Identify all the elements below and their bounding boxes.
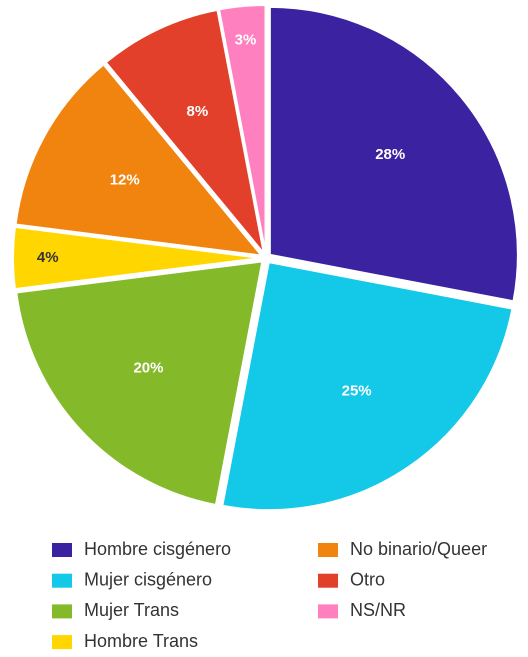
value-label: 20% — [133, 359, 163, 376]
pie-slice — [217, 4, 267, 254]
legend-label: Hombre cisgénero — [84, 539, 231, 559]
pie-slice — [14, 63, 264, 257]
legend-label: Mujer Trans — [84, 600, 179, 620]
legend-label: NS/NR — [350, 600, 406, 620]
pie-slice — [15, 260, 264, 507]
legend-swatch — [52, 573, 72, 588]
value-label: 25% — [342, 382, 372, 399]
legend-label: Mujer cisgénero — [84, 569, 212, 589]
value-label: 12% — [110, 171, 140, 188]
value-label: 8% — [187, 103, 209, 120]
legend-swatch — [318, 604, 338, 619]
legend-swatch — [318, 543, 338, 557]
legend-swatch — [318, 573, 338, 588]
value-label: 3% — [235, 32, 257, 49]
value-label: 4% — [37, 249, 59, 266]
pie-slice — [268, 5, 519, 303]
pie-slice — [104, 8, 265, 255]
pie-slice — [12, 225, 262, 291]
legend-label: Hombre Trans — [84, 631, 198, 651]
legend-label: Otro — [350, 569, 385, 589]
legend-swatch — [52, 543, 72, 557]
legend-label: No binario/Queer — [350, 539, 487, 559]
pie-slice — [221, 260, 514, 512]
value-label: 28% — [375, 146, 405, 163]
legend-swatch — [52, 635, 72, 650]
legend-swatch — [52, 604, 72, 619]
